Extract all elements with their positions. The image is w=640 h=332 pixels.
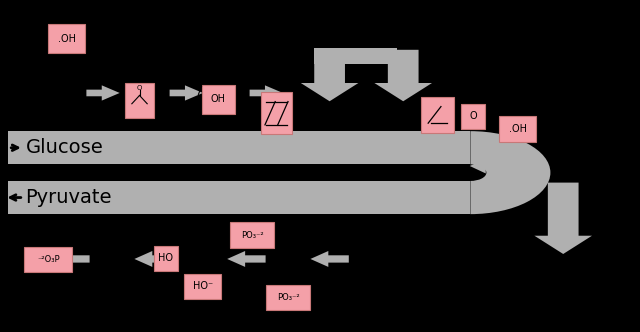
Text: O: O — [469, 111, 477, 122]
FancyBboxPatch shape — [421, 97, 454, 133]
FancyArrow shape — [250, 85, 283, 101]
Text: OH: OH — [211, 94, 226, 105]
FancyArrow shape — [470, 158, 500, 173]
FancyBboxPatch shape — [48, 24, 85, 53]
FancyArrow shape — [374, 50, 432, 101]
FancyBboxPatch shape — [230, 222, 274, 248]
Text: Pyruvate: Pyruvate — [26, 188, 112, 207]
FancyArrow shape — [86, 85, 120, 101]
Text: PO₃⁻²: PO₃⁻² — [241, 230, 264, 240]
Text: .OH: .OH — [58, 34, 76, 43]
FancyBboxPatch shape — [184, 274, 221, 299]
FancyBboxPatch shape — [499, 116, 536, 142]
FancyArrow shape — [170, 85, 203, 101]
Text: ⁻²O₃P: ⁻²O₃P — [37, 255, 60, 264]
FancyBboxPatch shape — [154, 246, 178, 271]
FancyArrow shape — [301, 50, 358, 101]
Text: O: O — [137, 85, 142, 91]
FancyArrow shape — [227, 251, 266, 267]
Text: HO: HO — [158, 253, 173, 263]
FancyBboxPatch shape — [461, 104, 485, 129]
FancyBboxPatch shape — [202, 85, 235, 114]
Text: HO⁻: HO⁻ — [193, 281, 213, 291]
FancyBboxPatch shape — [8, 181, 470, 214]
FancyBboxPatch shape — [24, 247, 72, 272]
FancyArrow shape — [513, 158, 544, 173]
FancyArrow shape — [134, 251, 173, 267]
FancyArrow shape — [310, 251, 349, 267]
FancyBboxPatch shape — [266, 285, 310, 310]
FancyBboxPatch shape — [8, 131, 470, 164]
FancyArrow shape — [51, 251, 90, 267]
Text: .OH: .OH — [509, 124, 527, 134]
Wedge shape — [470, 131, 550, 214]
FancyArrow shape — [534, 183, 592, 254]
FancyBboxPatch shape — [314, 48, 397, 64]
Text: Glucose: Glucose — [26, 138, 103, 157]
FancyBboxPatch shape — [261, 92, 292, 134]
FancyBboxPatch shape — [125, 83, 154, 118]
Text: PO₃⁻²: PO₃⁻² — [276, 293, 300, 302]
